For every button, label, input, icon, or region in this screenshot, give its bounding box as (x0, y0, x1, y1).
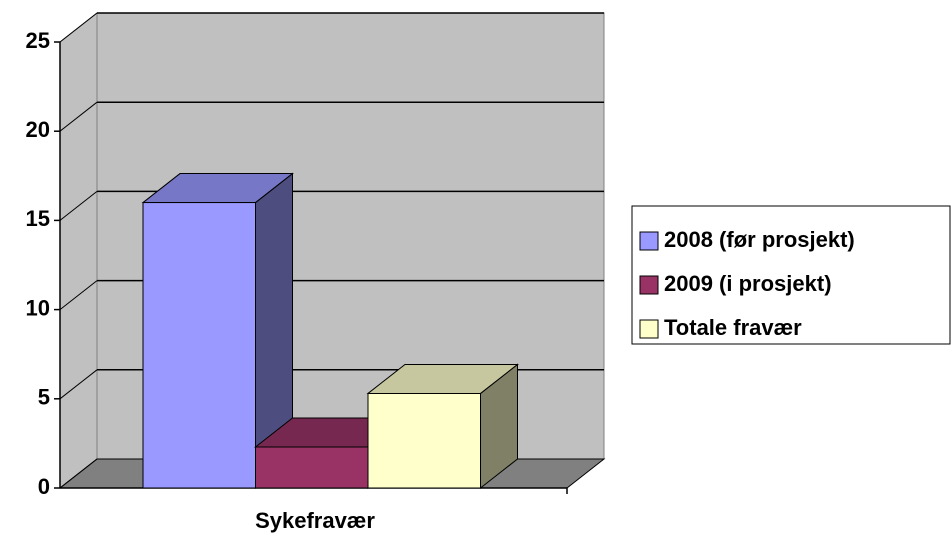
bar (255, 446, 369, 489)
legend-label: 2009 (i prosjekt) (664, 271, 832, 296)
grid-line (59, 458, 98, 489)
category-label: Sykefravær (255, 508, 375, 533)
bar (142, 202, 256, 489)
y-tick-label: 0 (38, 474, 50, 499)
y-tick-label: 20 (26, 117, 50, 142)
grid-line (59, 280, 98, 310)
bar (367, 392, 481, 489)
legend-label: 2008 (før prosjekt) (664, 227, 855, 252)
grid-line (59, 191, 98, 221)
legend-swatch (639, 319, 659, 339)
bar-top (141, 173, 294, 204)
y-tick-label: 10 (26, 295, 50, 320)
legend-swatch (639, 231, 659, 251)
legend-label: Totale fravær (664, 315, 802, 340)
y-tick-label: 5 (38, 385, 50, 410)
y-tick-label: 15 (26, 206, 50, 231)
side-wall (59, 11, 98, 490)
grid-line (59, 101, 98, 132)
legend-box (631, 205, 951, 345)
grid-line (59, 369, 98, 400)
y-tick-label: 25 (26, 28, 50, 53)
grid-line (59, 12, 98, 43)
legend-swatch (639, 275, 659, 295)
bar-top (366, 363, 519, 394)
